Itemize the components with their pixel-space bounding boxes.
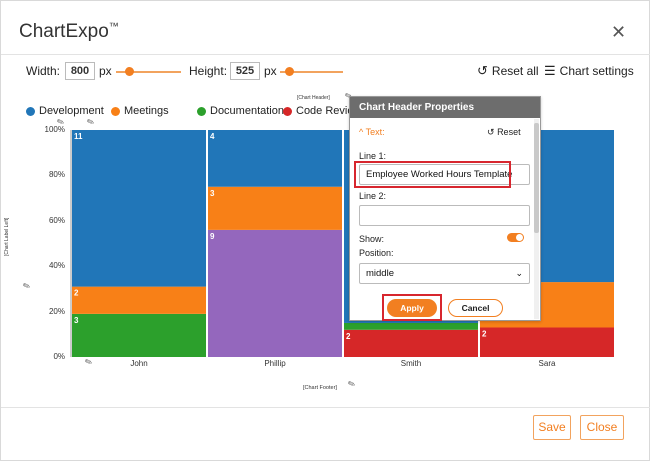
footer-divider [1, 407, 650, 408]
bar-segment[interactable] [208, 130, 342, 187]
bar-segment[interactable] [344, 329, 478, 357]
width-label: Width: [26, 64, 61, 78]
reset-all-button[interactable]: ↺ Reset all [477, 63, 539, 79]
line2-input[interactable] [359, 205, 530, 226]
y-tick-label: 0% [53, 352, 65, 361]
apply-button[interactable]: Apply [387, 299, 437, 317]
legend-label: Documentation [210, 105, 284, 117]
chevron-down-icon: ⌄ [515, 268, 523, 278]
panel-title: Chart Header Properties [350, 97, 540, 118]
bar-segment[interactable] [72, 286, 206, 314]
close-button[interactable]: Close [580, 415, 624, 440]
reset-icon: ↺ [477, 63, 488, 78]
height-slider-knob[interactable] [285, 67, 294, 76]
width-slider[interactable] [116, 71, 181, 73]
cancel-button[interactable]: Cancel [448, 299, 503, 317]
legend-swatch [111, 106, 120, 116]
y-tick-label: 20% [48, 306, 65, 316]
line1-highlight [354, 161, 511, 188]
panel-reset-button[interactable]: ↺ Reset [487, 127, 521, 138]
apply-highlight [382, 294, 442, 321]
text-section-toggle[interactable]: ^ Text: [359, 127, 385, 137]
height-slider[interactable] [280, 71, 343, 73]
height-unit: px [264, 64, 277, 78]
reset-all-label: Reset all [491, 64, 539, 78]
bar-data-label: 2 [74, 289, 79, 298]
show-toggle[interactable] [507, 233, 524, 242]
bar-segment[interactable] [208, 229, 342, 357]
line2-label: Line 2: [359, 191, 387, 201]
x-tick-label: John [130, 359, 148, 368]
legend-item-code-review[interactable]: Code Review [283, 105, 361, 117]
reset-icon: ↺ [487, 127, 495, 137]
x-tick-label: Sara [538, 359, 556, 368]
scrollbar-thumb[interactable] [534, 123, 539, 233]
text-section-label: Text: [365, 127, 385, 137]
bar-segment[interactable] [208, 186, 342, 230]
header-divider [1, 54, 650, 55]
bar-segment[interactable] [480, 327, 614, 357]
legend-swatch [197, 106, 206, 116]
legend-label: Code Review [296, 105, 362, 117]
width-unit: px [99, 64, 112, 78]
height-input[interactable]: 525 [230, 62, 260, 80]
bar-segment[interactable] [344, 322, 478, 330]
bar-segment[interactable] [72, 130, 206, 287]
chart-settings-label: Chart settings [559, 64, 634, 78]
legend-item-documentation[interactable]: Documentation [197, 105, 284, 117]
legend-swatch [283, 106, 292, 116]
app-title: ChartExpo™ [19, 21, 119, 42]
bar-data-label: 11 [74, 132, 83, 141]
show-label: Show: [359, 234, 385, 244]
chart-settings-button[interactable]: ☰ Chart settings [544, 63, 634, 79]
position-value: middle [366, 268, 394, 279]
y-tick-label: 40% [48, 261, 65, 271]
y-tick-label: 100% [44, 125, 65, 134]
line1-label: Line 1: [359, 151, 387, 161]
close-icon[interactable]: ✕ [611, 22, 627, 42]
chart-header-placeholder[interactable]: [Chart Header] [297, 95, 330, 101]
line1-input[interactable]: Employee Worked Hours Template [359, 164, 530, 185]
width-input[interactable]: 800 [65, 62, 95, 80]
width-slider-knob[interactable] [125, 67, 134, 76]
legend-label: Meetings [124, 105, 169, 117]
chart-header-properties-panel: Chart Header Properties ^ Text: ↺ Reset … [349, 96, 541, 321]
panel-scrollbar[interactable] [534, 119, 539, 319]
sliders-icon: ☰ [544, 63, 556, 78]
bar-data-label: 2 [482, 329, 487, 338]
panel-reset-label: Reset [497, 127, 521, 137]
x-tick-label: Smith [400, 359, 422, 368]
bar-segment[interactable] [72, 313, 206, 357]
height-label: Height: [189, 64, 228, 78]
legend-item-development[interactable]: Development [26, 105, 104, 117]
x-tick-label: Phillip [264, 359, 286, 368]
legend-item-meetings[interactable]: Meetings [111, 105, 169, 117]
chart-footer-placeholder[interactable]: [Chart Footer] [303, 385, 337, 391]
legend-label: Development [39, 105, 104, 117]
save-button[interactable]: Save [533, 415, 571, 440]
y-tick-label: 60% [48, 215, 65, 225]
legend-swatch [26, 106, 35, 116]
bar-data-label: 4 [210, 132, 215, 141]
position-label: Position: [359, 248, 394, 258]
bar-data-label: 2 [346, 332, 351, 341]
position-select[interactable]: middle ⌄ [359, 263, 530, 284]
bar-data-label: 9 [210, 232, 215, 241]
y-tick-label: 80% [48, 170, 65, 180]
bar-data-label: 3 [74, 316, 79, 325]
bar-data-label: 3 [210, 189, 215, 198]
